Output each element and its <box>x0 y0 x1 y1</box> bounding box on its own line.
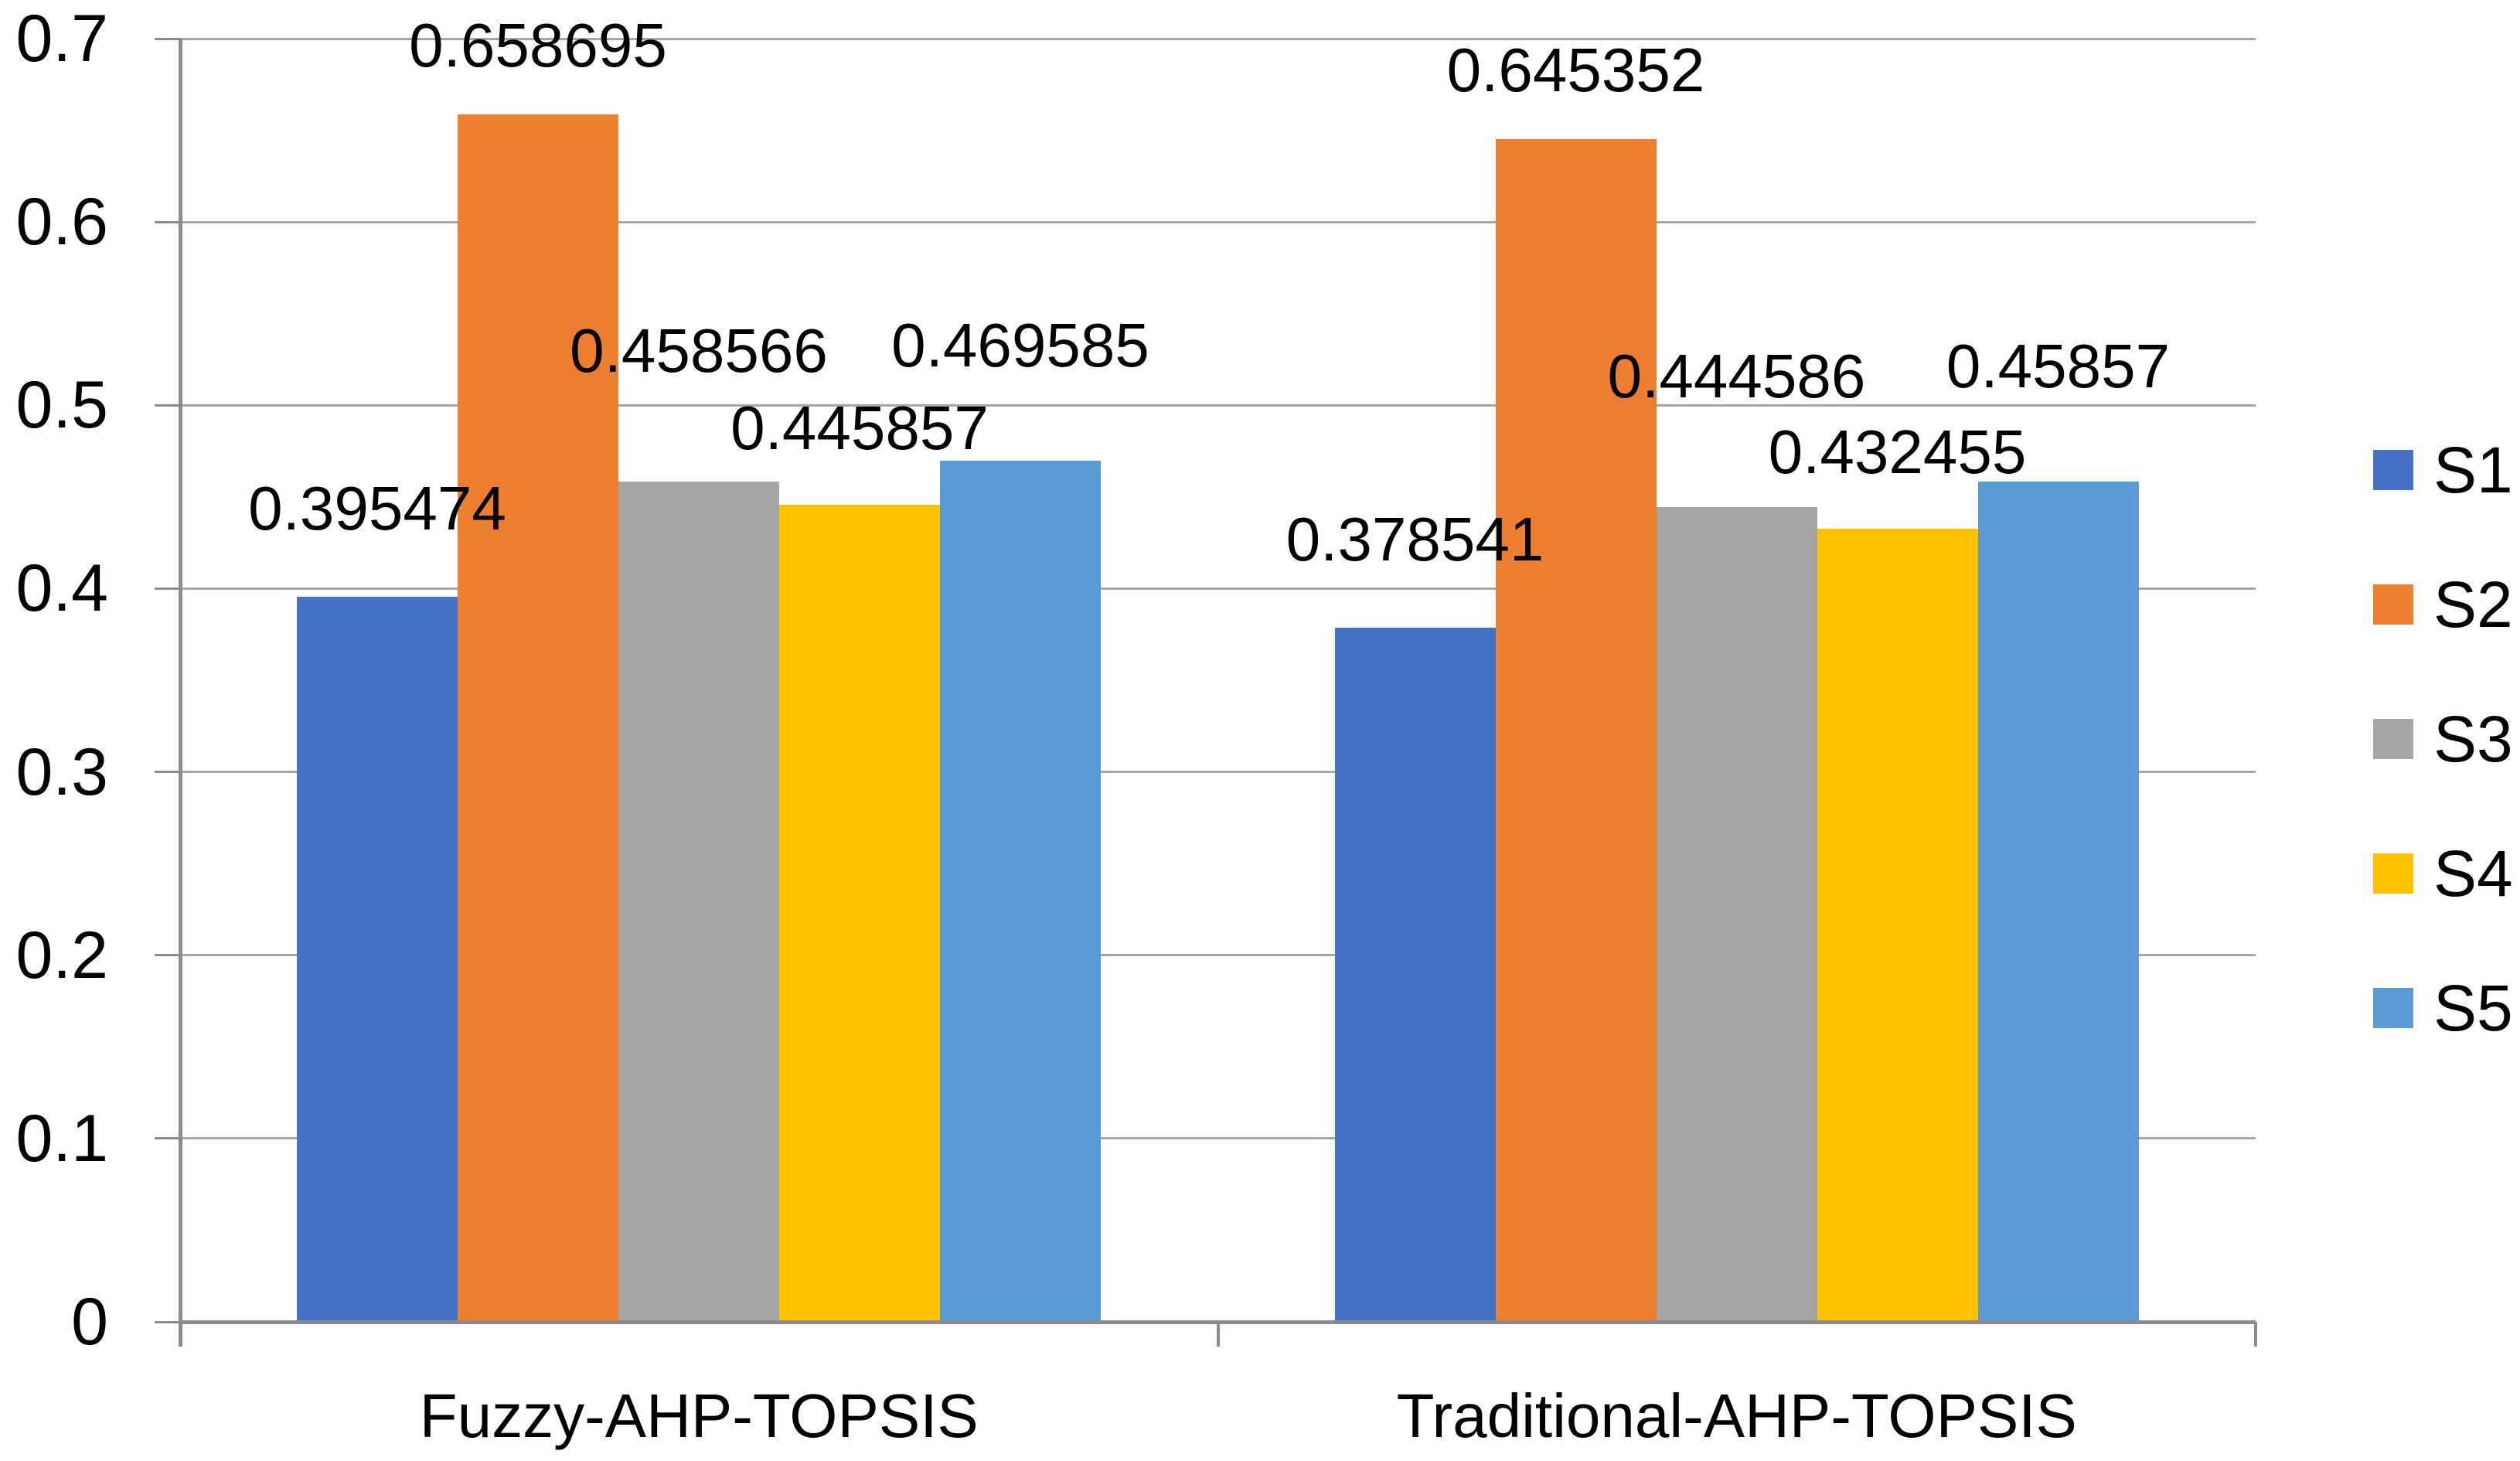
data-label-s4-traditional: 0.432455 <box>1768 417 2027 487</box>
gridline <box>180 220 2256 223</box>
gridline <box>180 1137 2256 1140</box>
category-label-traditional-ahp-topsis: Traditional-AHP-TOPSIS <box>1396 1381 2077 1450</box>
legend-swatch-s2-icon <box>2373 584 2413 625</box>
x-axis-tick-mark <box>1216 1322 1220 1347</box>
x-axis-tick-mark <box>2254 1322 2257 1347</box>
bar-s1-traditional <box>1334 628 1496 1322</box>
bar-s4-traditional <box>1817 529 1978 1322</box>
y-axis-tick-mark <box>155 954 180 957</box>
y-axis-tick-mark <box>155 587 180 590</box>
y-axis-tick-label: 0.6 <box>15 185 108 260</box>
y-axis-tick-mark <box>155 220 180 223</box>
gridline <box>180 404 2256 407</box>
bar-s2-fuzzy <box>458 114 618 1322</box>
data-label-s1-traditional: 0.378541 <box>1286 505 1544 574</box>
y-axis-tick-mark <box>155 1320 180 1323</box>
y-axis-tick-label: 0.1 <box>15 1101 108 1176</box>
bar-s5-fuzzy <box>940 461 1101 1322</box>
y-axis-tick-mark <box>155 1137 180 1140</box>
y-axis-tick-label: 0 <box>71 1285 108 1359</box>
y-axis-tick-label: 0.7 <box>15 2 108 76</box>
legend-entry-s4: S4 <box>2373 841 2513 906</box>
legend-swatch-s5-icon <box>2373 988 2413 1028</box>
y-axis-tick-mark <box>155 771 180 774</box>
bar-s5-traditional <box>1977 481 2139 1322</box>
legend-label-s3: S3 <box>2433 703 2513 775</box>
y-axis-tick-mark <box>155 37 180 40</box>
bar-s3-traditional <box>1656 506 1817 1322</box>
data-label-s5-traditional: 0.45857 <box>1946 331 2171 400</box>
legend-entry-s1: S1 <box>2373 438 2513 502</box>
data-label-s3-traditional: 0.444586 <box>1607 341 1866 410</box>
bar-s1-fuzzy <box>297 597 458 1322</box>
y-axis-tick-label: 0.4 <box>15 551 108 626</box>
bar-s3-fuzzy <box>618 481 779 1322</box>
gridline <box>180 954 2256 957</box>
gridline <box>180 587 2256 590</box>
y-axis-tick-mark <box>155 404 180 407</box>
gridline <box>180 771 2256 774</box>
legend-entry-s2: S2 <box>2373 572 2513 637</box>
y-axis-line <box>178 39 182 1347</box>
category-label-fuzzy-ahp-topsis: Fuzzy-AHP-TOPSIS <box>419 1381 979 1450</box>
legend-entry-s5: S5 <box>2373 976 2513 1040</box>
bar-s2-traditional <box>1495 138 1657 1322</box>
y-axis-tick-label: 0.3 <box>15 734 108 809</box>
legend-label-s5: S5 <box>2433 972 2513 1044</box>
legend-swatch-s3-icon <box>2373 719 2413 759</box>
data-label-s2-fuzzy: 0.658695 <box>409 10 667 80</box>
data-label-s4-fuzzy: 0.445857 <box>730 393 989 462</box>
bar-s4-fuzzy <box>779 504 940 1322</box>
data-label-s5-fuzzy: 0.469585 <box>891 311 1149 380</box>
legend-entry-s3: S3 <box>2373 707 2513 771</box>
data-label-s2-traditional: 0.645352 <box>1446 35 1705 104</box>
gridline <box>180 37 2256 40</box>
data-label-s1-fuzzy: 0.395474 <box>248 474 506 543</box>
y-axis-tick-label: 0.2 <box>15 918 108 993</box>
legend-label-s1: S1 <box>2433 434 2513 506</box>
y-axis-tick-label: 0.5 <box>15 368 108 443</box>
legend-swatch-s4-icon <box>2373 853 2413 894</box>
legend-label-s4: S4 <box>2433 837 2513 910</box>
data-label-s3-fuzzy: 0.458566 <box>570 315 828 385</box>
legend-label-s2: S2 <box>2433 568 2513 641</box>
legend-swatch-s1-icon <box>2373 450 2413 490</box>
